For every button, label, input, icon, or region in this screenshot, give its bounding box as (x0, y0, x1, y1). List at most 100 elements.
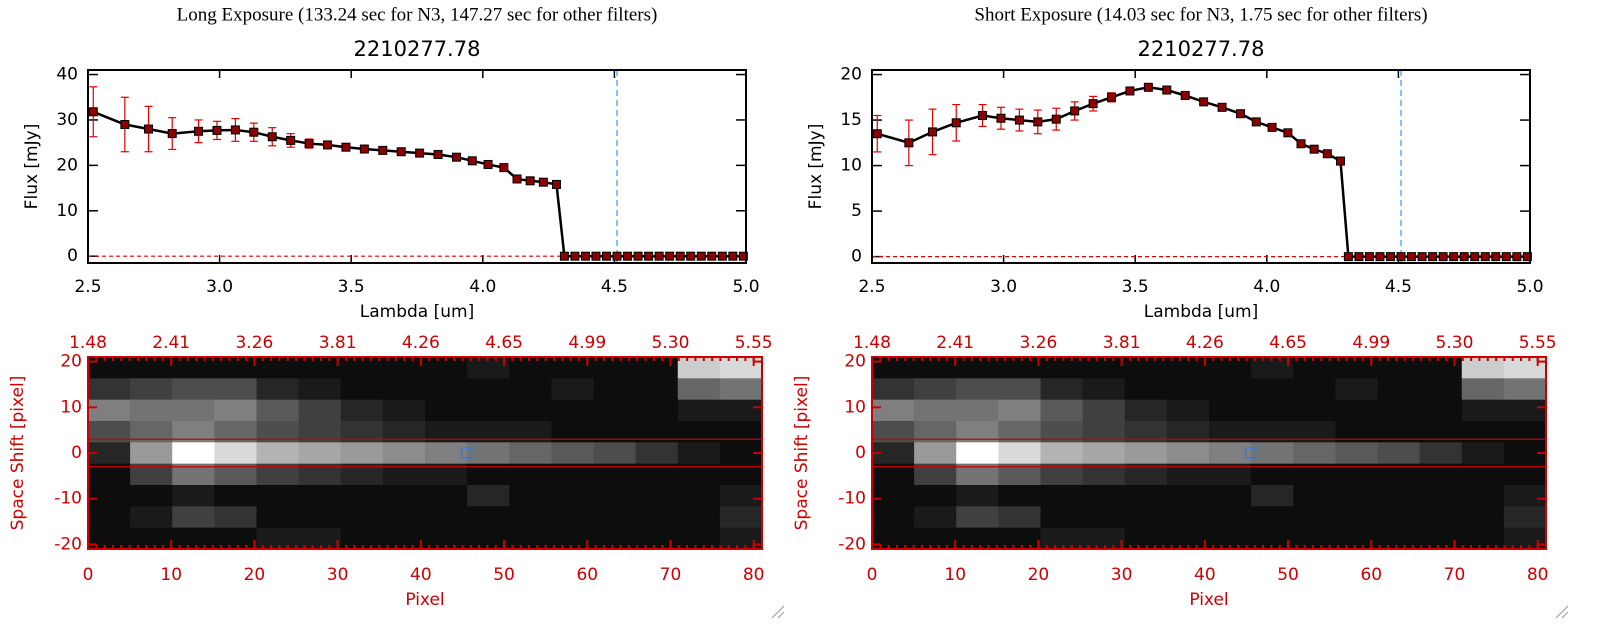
image-pixel (1166, 378, 1210, 401)
x2-tick-label: 5.30 (652, 333, 690, 353)
image-pixel (1503, 527, 1547, 550)
image-pixel (635, 527, 679, 550)
image-pixel (593, 421, 637, 443)
data-point (359, 144, 369, 154)
image-pixel (635, 421, 679, 443)
x-tick-label: 3.5 (1122, 277, 1149, 297)
image-pixel (214, 442, 257, 465)
image-pixel (1503, 442, 1547, 465)
image-pixel (382, 399, 426, 422)
image-pixel (88, 357, 131, 379)
image-pixel (719, 357, 763, 379)
image-pixel (1461, 399, 1505, 422)
image-pixel (872, 378, 915, 401)
data-point (644, 251, 654, 261)
image-pixel (956, 442, 999, 465)
image-pixel (1082, 442, 1126, 465)
image-pixel (956, 357, 999, 379)
image-pixel (1419, 506, 1463, 529)
x-tick-label: 40 (1194, 565, 1216, 585)
image-pixel (1082, 399, 1126, 422)
image-pixel (635, 506, 679, 529)
image-pixel (1419, 421, 1463, 443)
image-pixel (298, 421, 342, 443)
image-pixel (130, 442, 173, 465)
image-pixel (1293, 399, 1336, 422)
image-pixel (425, 485, 468, 507)
image-pixel (1293, 442, 1336, 465)
image-pixel (956, 506, 999, 529)
image-pixel (340, 506, 384, 529)
image-pixel (593, 442, 637, 465)
image-pixel (872, 527, 915, 550)
x-tick-label: 0 (867, 565, 878, 585)
image-pixel (1419, 357, 1463, 379)
y-tick-label: 20 (840, 65, 862, 85)
y-axis-label: Flux [mJy] (806, 124, 826, 210)
image-pixel (1082, 378, 1126, 401)
data-point (1088, 99, 1098, 109)
image-pixel (172, 357, 215, 379)
image-pixel (593, 399, 637, 422)
data-point (602, 251, 612, 261)
image-pixel (719, 485, 763, 507)
image-pixel (172, 442, 215, 465)
image-pixel (1503, 399, 1547, 422)
image-pixel (130, 399, 173, 422)
data-point (167, 129, 177, 139)
data-point (120, 119, 130, 129)
y-tick-label: 20 (56, 155, 78, 175)
x-axis-label: Pixel (1189, 590, 1228, 610)
image-pixel (1419, 442, 1463, 465)
image-pixel (1082, 357, 1126, 379)
image-pixel (872, 463, 915, 486)
y-tick-label: 0 (855, 443, 866, 463)
image-pixel (214, 421, 257, 443)
image-pixel (593, 527, 637, 550)
image-pixel (677, 378, 721, 401)
image-pixel (956, 378, 999, 401)
data-point (1438, 252, 1448, 262)
data-point (286, 135, 296, 145)
data-point (1125, 86, 1135, 96)
image-pixel (382, 378, 426, 401)
image-pixel (1209, 463, 1252, 486)
chart-subtitle: 2210277.78 (354, 37, 481, 61)
data-point (1162, 85, 1172, 95)
image-pixel (677, 527, 721, 550)
image-pixel (382, 357, 426, 379)
data-point (1296, 139, 1306, 149)
image-pixel (1040, 399, 1084, 422)
image-pixel (1209, 527, 1252, 550)
image-pixel (872, 506, 915, 529)
image-pixel (914, 463, 957, 486)
image-pixel (956, 399, 999, 422)
data-point (304, 139, 314, 149)
image-pixel (88, 421, 131, 443)
image-pixel (1335, 485, 1378, 507)
y-axis-label: Space Shift [pixel] (792, 376, 812, 531)
chart-title: Long Exposure (133.24 sec for N3, 147.27… (177, 4, 658, 25)
image-pixel (593, 506, 637, 529)
data-point (1267, 122, 1277, 132)
x-tick-label: 2.5 (858, 277, 885, 297)
image-pixel (1251, 527, 1294, 550)
image-pixel (956, 463, 999, 486)
image-pixel (1461, 421, 1505, 443)
image-pixel (509, 442, 552, 465)
image-pixel (1209, 357, 1252, 379)
image-pixel (1209, 421, 1252, 443)
image-pixel (1251, 357, 1294, 379)
image-pixel (425, 357, 468, 379)
image-pixel (467, 485, 510, 507)
data-point (1343, 252, 1353, 262)
image-pixel (1293, 421, 1336, 443)
image-pixel (256, 463, 300, 486)
image-pixel (719, 421, 763, 443)
image-pixel (593, 357, 637, 379)
x2-tick-label: 4.65 (485, 333, 523, 353)
image-pixel (872, 357, 915, 379)
data-point (978, 111, 988, 121)
image-pixel (635, 442, 679, 465)
image-pixel (551, 399, 594, 422)
